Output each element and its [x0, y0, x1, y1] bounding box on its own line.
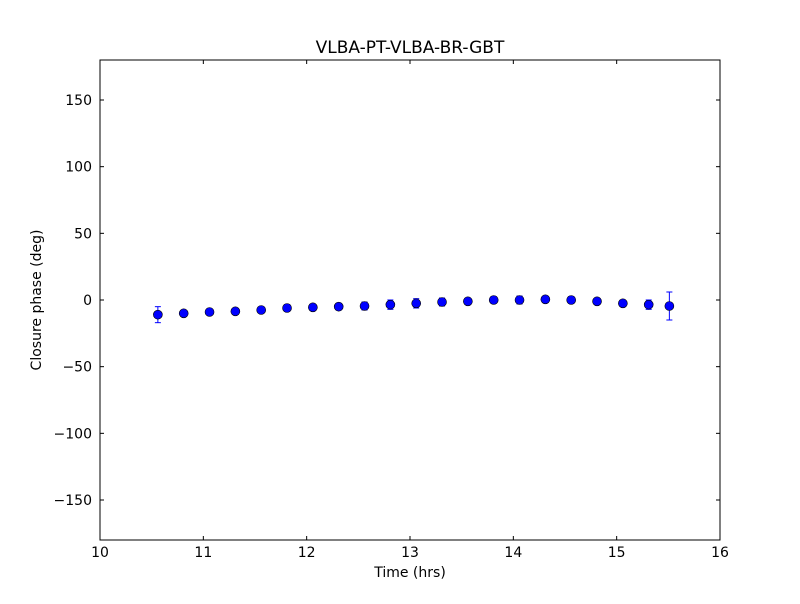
- data-point: [664, 301, 675, 311]
- x-axis-label: Time (hrs): [373, 565, 446, 581]
- chart-title: VLBA-PT-VLBA-BR-GBT: [316, 38, 505, 58]
- y-tick-label: 50: [74, 226, 92, 242]
- y-tick-label: −100: [54, 426, 92, 442]
- x-tick-label: 14: [504, 545, 522, 561]
- data-point: [385, 299, 396, 310]
- y-tick-label: −150: [54, 493, 92, 509]
- y-tick-label: 100: [65, 160, 92, 176]
- x-tick-label: 16: [711, 545, 729, 561]
- data-point: [411, 298, 422, 309]
- y-tick-label: −50: [62, 360, 92, 376]
- x-tick-label: 15: [608, 545, 626, 561]
- data-point: [514, 295, 525, 305]
- data-point: [592, 296, 602, 307]
- data-point: [566, 295, 577, 305]
- x-tick-label: 10: [91, 545, 109, 561]
- data-point: [230, 306, 241, 317]
- plot-frame: [99, 59, 721, 541]
- x-tick-label: 13: [401, 545, 419, 561]
- x-tick-label: 12: [298, 545, 316, 561]
- data-point: [643, 299, 654, 310]
- data-point: [178, 308, 189, 319]
- x-tick-label: 11: [194, 545, 212, 561]
- data-point: [333, 301, 344, 312]
- data-point: [153, 309, 163, 320]
- data-point: [282, 303, 292, 313]
- data-point: [437, 297, 447, 307]
- data-point: [308, 302, 318, 313]
- data-point: [618, 298, 628, 309]
- y-axis-label: Closure phase (deg): [29, 230, 45, 371]
- data-point: [540, 294, 551, 305]
- data-point: [359, 301, 370, 311]
- y-tick-label: 0: [83, 293, 92, 309]
- y-tick-label: 150: [65, 93, 92, 109]
- data-point: [488, 295, 499, 305]
- data-point: [256, 305, 267, 315]
- data-point: [204, 307, 215, 317]
- data-point: [463, 296, 473, 307]
